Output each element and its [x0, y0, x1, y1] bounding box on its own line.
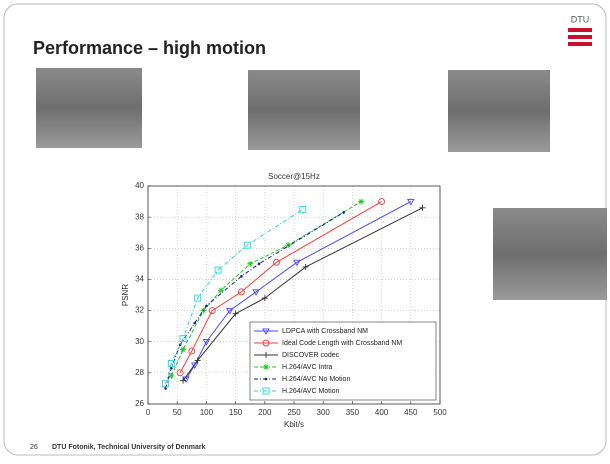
y-tick-label: 26	[135, 399, 144, 408]
y-tick-label: 30	[135, 337, 144, 346]
footer: DTU Fotonik, Technical University of Den…	[52, 444, 206, 451]
legend-label: LDPCA with Crossband NM	[282, 328, 368, 335]
photo	[493, 208, 607, 300]
x-tick-label: 500	[433, 408, 447, 417]
x-tick-label: 250	[287, 408, 301, 417]
y-tick-label: 34	[135, 275, 144, 284]
x-axis-label: Kbit/s	[284, 420, 304, 429]
marker	[170, 367, 173, 370]
y-tick-label: 36	[135, 243, 144, 252]
x-tick-label: 450	[404, 408, 418, 417]
y-tick-label: 28	[135, 368, 144, 377]
marker	[258, 263, 261, 266]
legend-label: DISCOVER codec	[282, 352, 340, 359]
marker	[193, 322, 196, 325]
x-tick-label: 100	[200, 408, 214, 417]
y-tick-label: 32	[135, 306, 144, 315]
slide: Performance – high motion DTU 26 DTU Fot…	[0, 0, 610, 459]
page-number: 26	[30, 444, 38, 451]
legend-label: H.264/AVC Intra	[282, 364, 333, 371]
legend-label: H.264/AVC No Motion	[282, 376, 350, 383]
legend-marker	[265, 378, 268, 381]
chart: Soccer@15Hz Kbit/s PSNR 26 28 30 32 34 36 38 40…	[121, 172, 447, 429]
chart-title: Soccer@15Hz	[268, 172, 320, 181]
y-tick-label: 40	[135, 181, 144, 190]
marker	[205, 305, 208, 308]
marker	[342, 211, 345, 214]
x-tick-label: 400	[375, 408, 389, 417]
y-tick-label: 38	[135, 212, 144, 221]
x-tick-label: 200	[258, 408, 272, 417]
x-tick-label: 150	[229, 408, 243, 417]
marker	[164, 387, 167, 390]
photo	[448, 70, 550, 152]
photo	[36, 68, 142, 148]
photo	[248, 70, 360, 150]
legend-label: H.264/AVC Motion	[282, 388, 340, 395]
logo-bar	[568, 42, 592, 46]
logo-bar	[568, 35, 592, 39]
marker	[240, 275, 243, 278]
x-tick-label: 0	[146, 408, 151, 417]
legend: LDPCA with Crossband NM Ideal Code Length…	[250, 322, 436, 400]
x-tick-label: 50	[173, 408, 182, 417]
slide-title: Performance – high motion	[33, 38, 266, 58]
x-tick-label: 300	[317, 408, 331, 417]
x-tick-label: 350	[346, 408, 360, 417]
logo-text: DTU	[571, 14, 590, 24]
y-axis-label: PSNR	[121, 284, 130, 306]
logo-bar	[568, 28, 592, 32]
legend-label: Ideal Code Length with Crossband NM	[282, 340, 402, 347]
